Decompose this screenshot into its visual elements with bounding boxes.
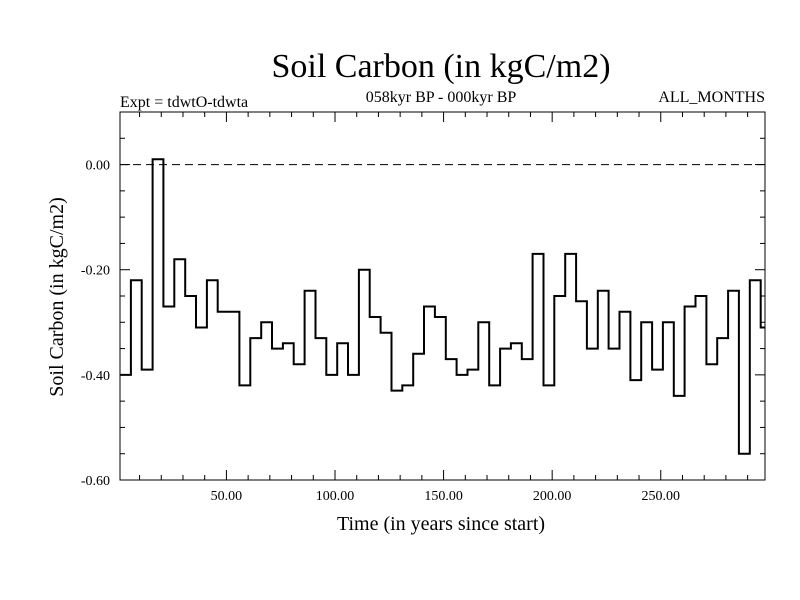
- x-tick-label: 50.00: [211, 489, 243, 504]
- y-axis-label: Soil Carbon (in kgC/m2): [46, 197, 68, 396]
- series-line: [120, 158, 765, 455]
- chart-subtitle: 058kyr BP - 000kyr BP: [366, 89, 517, 106]
- chart-title: Soil Carbon (in kgC/m2): [271, 48, 610, 85]
- x-tick-label: 200.00: [533, 489, 572, 504]
- x-tick-label: 250.00: [642, 489, 681, 504]
- x-axis-label: Time (in years since start): [337, 513, 545, 535]
- y-tick-label: -0.40: [81, 369, 110, 384]
- y-tick-label: 0.00: [86, 159, 111, 174]
- y-tick-label: -0.20: [81, 264, 110, 279]
- experiment-label: Expt = tdwtO-tdwta: [120, 94, 248, 111]
- y-tick-label: -0.60: [81, 474, 110, 489]
- x-tick-label: 100.00: [316, 489, 355, 504]
- x-tick-label: 150.00: [424, 489, 463, 504]
- period-label: ALL_MONTHS: [658, 89, 765, 106]
